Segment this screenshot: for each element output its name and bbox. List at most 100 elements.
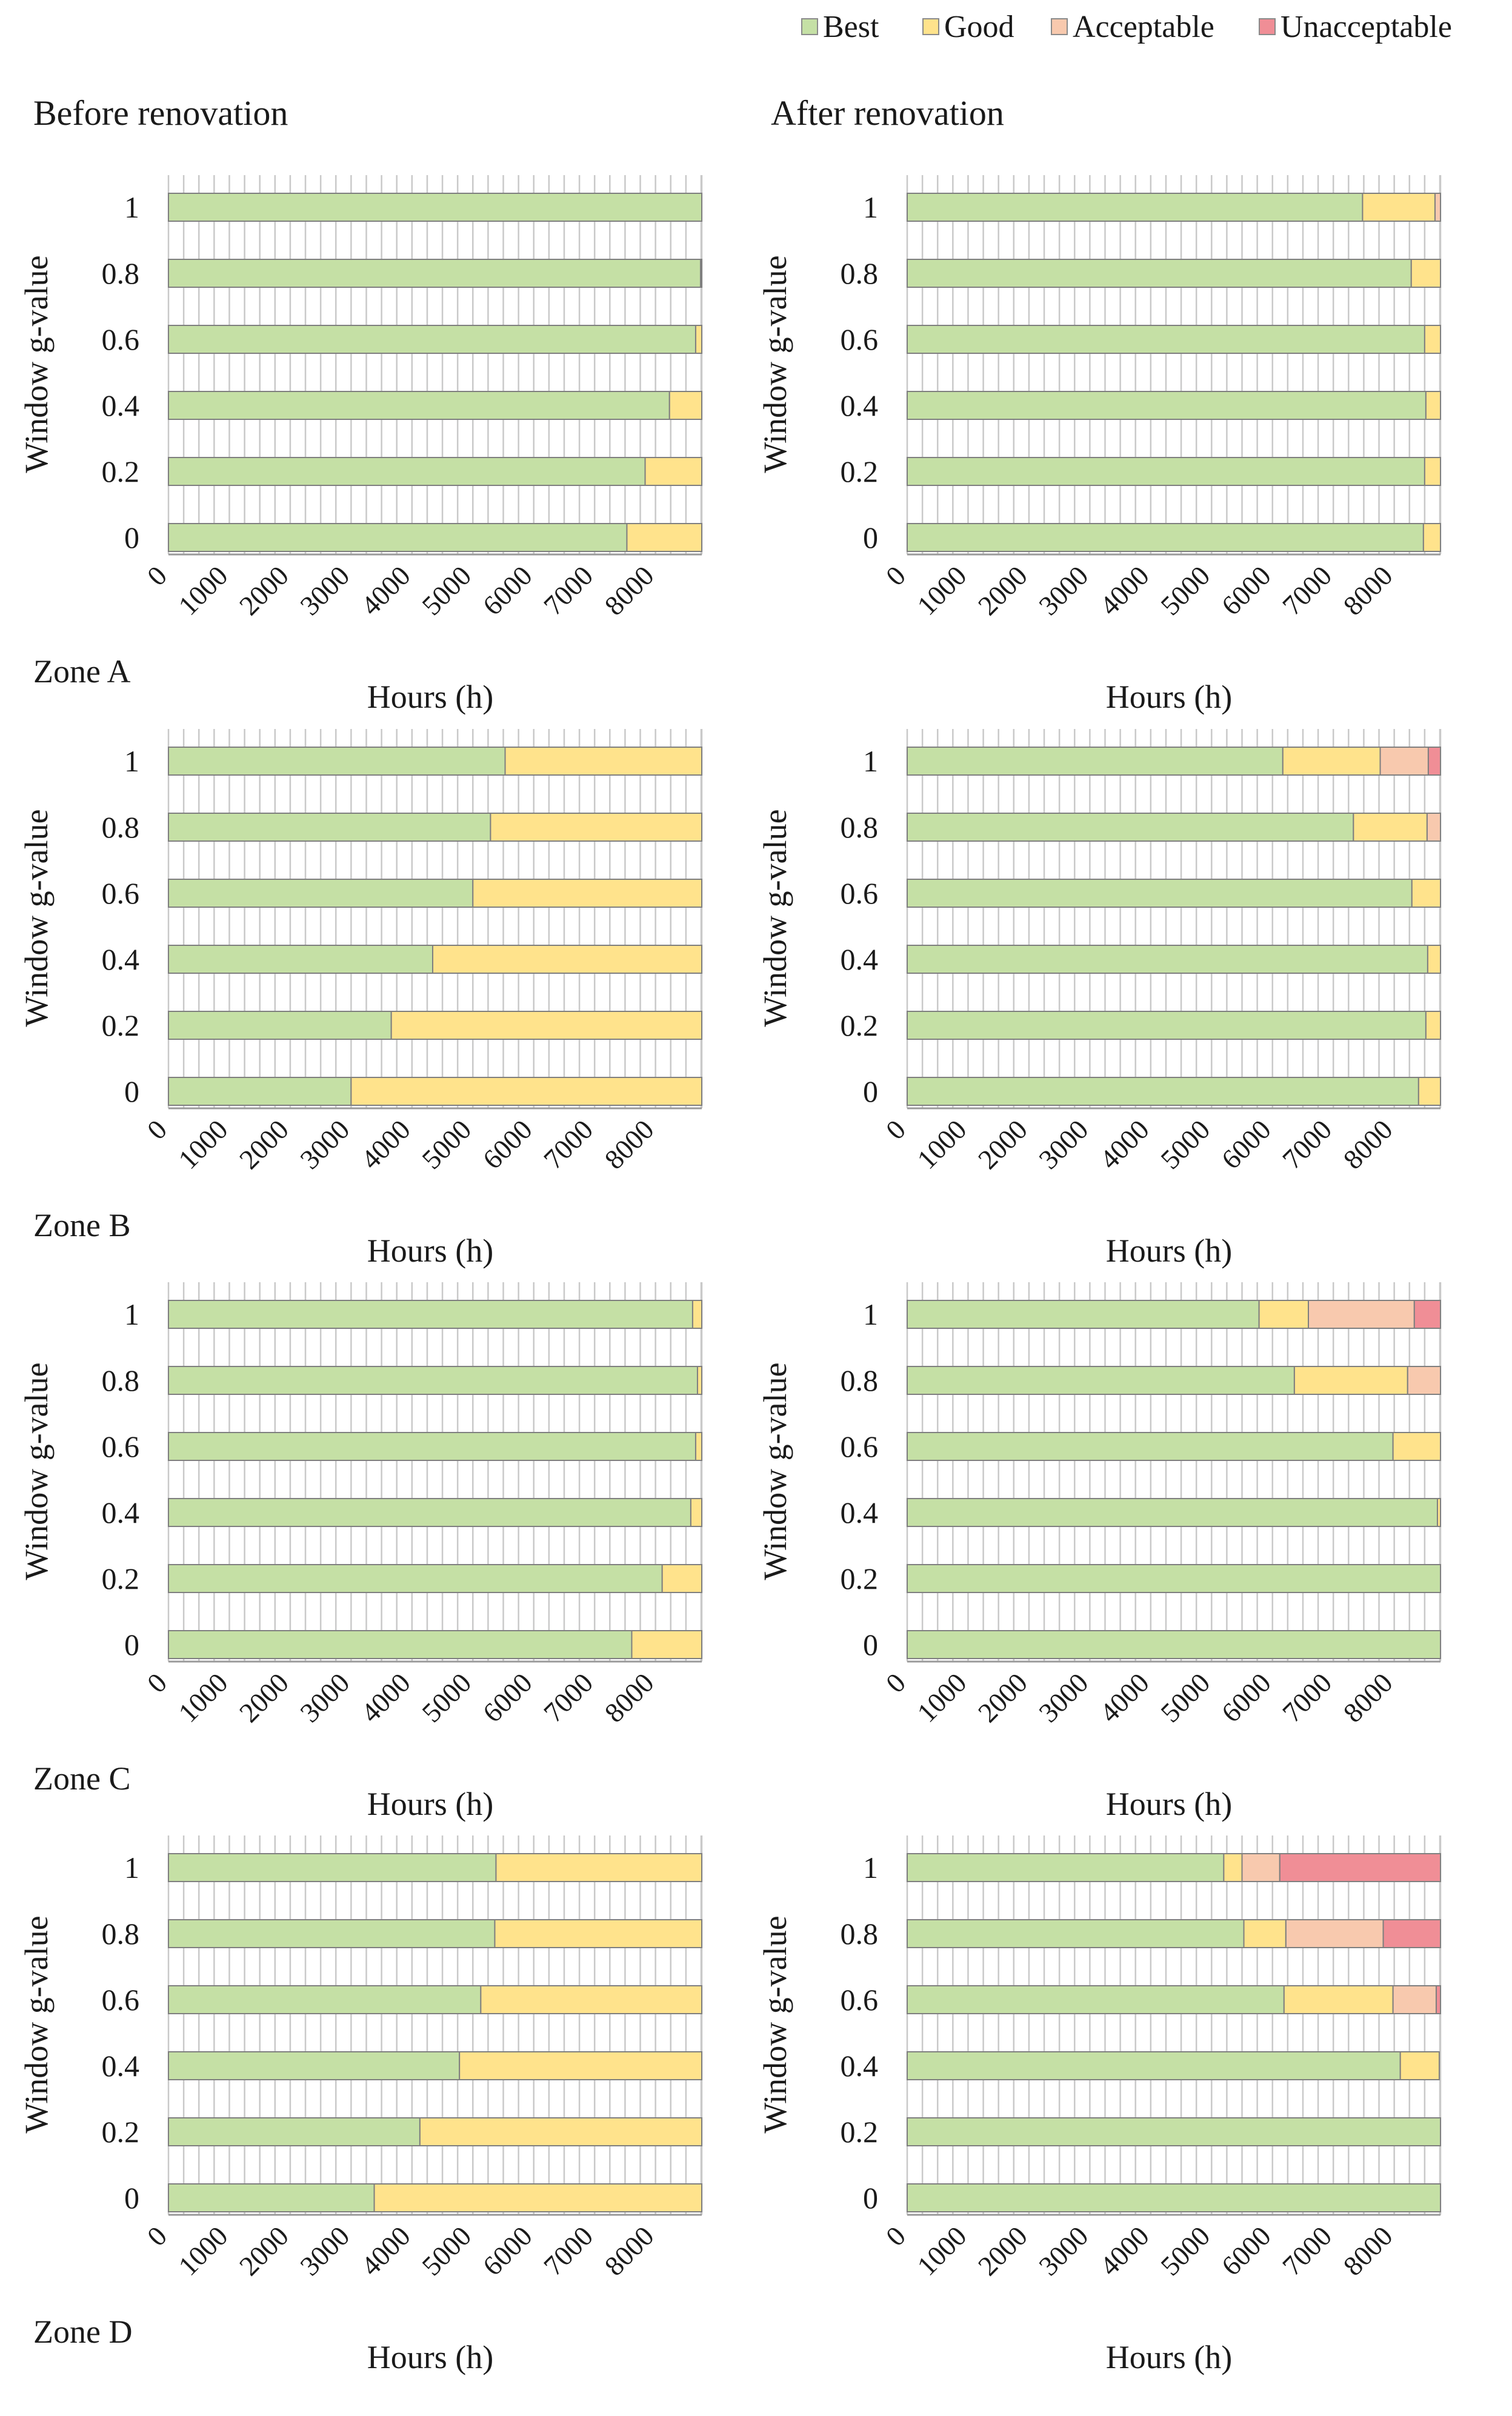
- bar-best-g1: [168, 747, 506, 776]
- x-tick-label: 6000: [1216, 1114, 1277, 1175]
- x-tick-label: 1000: [911, 1667, 972, 1728]
- bar-good-g0-4: [431, 945, 703, 974]
- bar-best-g0-2: [907, 2117, 1441, 2146]
- bar-good-g0-4: [1399, 2051, 1440, 2080]
- gridlines: [167, 175, 703, 554]
- y-tick-label: 0: [863, 521, 878, 554]
- bar-good-g0-4: [1425, 391, 1441, 420]
- bar-best-g0-2: [168, 1011, 392, 1040]
- bar-best-g0-2: [168, 457, 646, 486]
- bar-good-g0-6: [480, 1985, 702, 2014]
- x-tick-label: 4000: [1094, 1114, 1155, 1175]
- y-tick-label: 0: [124, 2181, 139, 2215]
- bar-best-g1: [907, 1300, 1260, 1329]
- y-tick-label: 0.2: [841, 1562, 879, 1596]
- chart-panel-zone-a-before-renovation: 10.80.60.40.200 1000 2000 3000 4000 5000 6000 7…: [18, 175, 703, 715]
- x-tick-label: 7000: [538, 1114, 599, 1175]
- y-tick-label: 1: [863, 1297, 878, 1331]
- x-tick-label: 6000: [477, 1114, 538, 1175]
- column-title-before: Before renovation: [33, 93, 288, 133]
- bar-best-g0-4: [168, 945, 433, 974]
- x-tick-label: 8000: [599, 560, 660, 621]
- x-tick-label: 7000: [1276, 1667, 1337, 1728]
- bar-good-g0-4: [1427, 945, 1441, 974]
- bar-acceptable-g1: [1241, 1853, 1281, 1882]
- bar-acceptable-g0-8: [1407, 1366, 1441, 1395]
- x-axis-title: Hours (h): [1106, 1786, 1232, 1822]
- bar-good-g0: [1417, 1077, 1442, 1106]
- y-tick-label: 0.8: [102, 1917, 140, 1951]
- x-tick-label: 5000: [416, 560, 477, 621]
- x-tick-label: 1000: [172, 1114, 233, 1175]
- y-tick-label: 0.2: [102, 454, 140, 488]
- x-tick-label: 3000: [1033, 1114, 1094, 1175]
- bar-good-g0-6: [1392, 1432, 1441, 1461]
- y-tick-label: 0.6: [102, 876, 140, 910]
- y-axis-title: Window g-value: [18, 1915, 55, 2133]
- bar-best-g0: [907, 523, 1424, 552]
- x-tick-label: 3000: [294, 2220, 355, 2281]
- y-tick-label: 0.8: [841, 810, 879, 844]
- x-tick-label: 2000: [972, 1667, 1033, 1728]
- y-axis-title: Window g-value: [18, 255, 55, 473]
- bar-good-g0: [373, 2183, 702, 2212]
- bar-best-g0: [168, 2183, 375, 2212]
- y-tick-label: 0.8: [102, 256, 140, 290]
- bar-good-g1: [1282, 747, 1381, 776]
- bar-best-g0: [907, 1077, 1419, 1106]
- y-tick-label: 0.4: [841, 942, 879, 976]
- bar-best-g1: [907, 193, 1364, 222]
- y-tick-label: 0.8: [102, 1363, 140, 1397]
- x-tick-label: 6000: [1216, 2220, 1277, 2281]
- legend-entry-best: Best: [801, 10, 879, 44]
- y-tick-label: 0.4: [102, 388, 140, 422]
- x-tick-label: 5000: [1154, 1114, 1216, 1175]
- y-tick-label: 0.6: [841, 322, 879, 356]
- bar-unacceptable-g0-6: [1435, 1985, 1441, 2014]
- x-tick-label: 3000: [1033, 560, 1094, 621]
- x-tick-label: 0: [141, 560, 173, 591]
- bar-good-g0-6: [1424, 325, 1442, 354]
- y-tick-label: 0.8: [102, 810, 140, 844]
- bar-good-g1: [1258, 1300, 1310, 1329]
- bar-best-g0-8: [907, 1919, 1245, 1948]
- y-tick-label: 0.6: [102, 1429, 140, 1463]
- bar-good-g0-6: [472, 879, 702, 908]
- y-tick-label: 0.8: [841, 1917, 879, 1951]
- bar-good-g0-6: [694, 1432, 703, 1461]
- bar-best-g0-6: [168, 879, 474, 908]
- bar-best-g0-8: [168, 1919, 496, 1948]
- bar-best-g0-6: [907, 325, 1425, 354]
- bar-best-g0-8: [168, 1366, 698, 1395]
- bar-best-g0-8: [907, 259, 1412, 288]
- bar-acceptable-g1: [1434, 193, 1442, 222]
- bar-best-g1: [168, 193, 702, 222]
- y-axis-title: Window g-value: [757, 809, 793, 1027]
- y-tick-label: 1: [124, 1851, 139, 1885]
- column-title-after: After renovation: [771, 93, 1004, 133]
- bar-good-g0: [626, 523, 702, 552]
- bar-best-g0-8: [907, 813, 1354, 842]
- x-tick-label: 5000: [416, 1114, 477, 1175]
- x-tick-label: 4000: [1094, 1667, 1155, 1728]
- x-tick-label: 6000: [477, 2220, 538, 2281]
- x-tick-label: 4000: [1094, 560, 1155, 621]
- bar-good-g0-8: [1353, 813, 1428, 842]
- x-tick-label: 7000: [1276, 1114, 1337, 1175]
- y-tick-label: 0.2: [841, 1008, 879, 1042]
- y-tick-label: 0.6: [102, 1983, 140, 2017]
- bar-best-g0-2: [907, 457, 1425, 486]
- legend-label-acceptable: Acceptable: [1073, 10, 1214, 44]
- bar-best-g0-8: [168, 259, 701, 288]
- bar-good-g0-8: [490, 813, 702, 842]
- bar-unacceptable-g0-8: [1382, 1919, 1442, 1948]
- x-tick-label: 4000: [355, 2220, 416, 2281]
- y-tick-label: 0.4: [102, 1496, 140, 1529]
- bar-best-g0: [907, 1630, 1441, 1659]
- x-tick-label: 7000: [538, 2220, 599, 2281]
- gridlines: [906, 175, 1442, 554]
- legend: Best Good Acceptable Unacceptable: [801, 10, 1452, 44]
- x-tick-label: 0: [880, 1114, 911, 1145]
- bar-best-g0-6: [168, 1985, 482, 2014]
- legend-label-best: Best: [823, 10, 879, 44]
